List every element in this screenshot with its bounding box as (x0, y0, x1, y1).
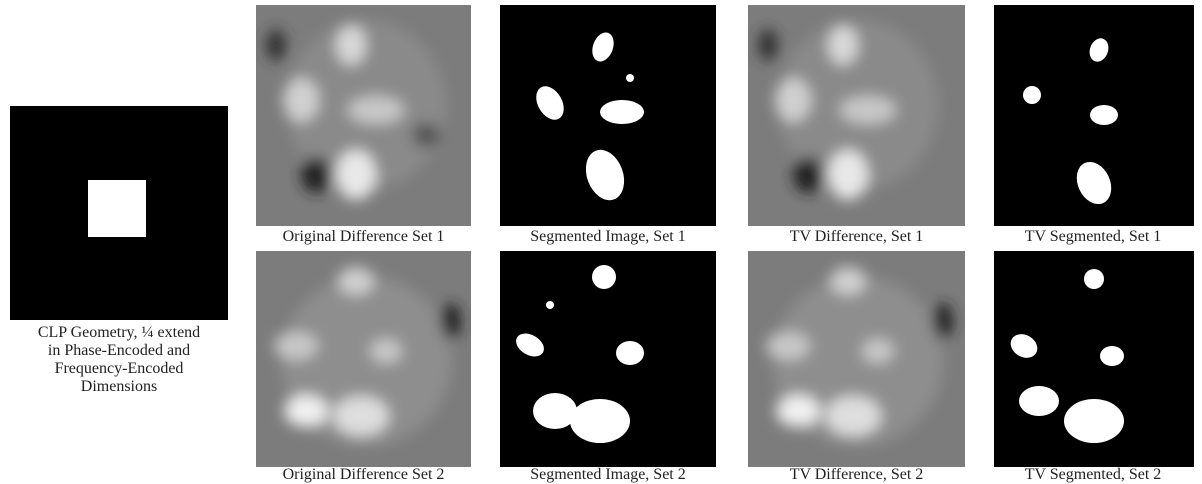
caption: Original Difference Set 2 (250, 466, 477, 484)
caption: Original Difference Set 1 (250, 228, 477, 246)
caption-line: Frequency-Encoded (0, 360, 238, 378)
caption: TV Segmented, Set 1 (984, 228, 1202, 246)
caption: Segmented Image, Set 1 (494, 228, 722, 246)
page: {"geometry": {"caption_lines": ["CLP Geo… (0, 0, 1202, 484)
caption: TV Difference, Set 2 (742, 466, 971, 484)
difference-image (256, 251, 471, 467)
tv-difference-image (748, 5, 965, 226)
caption-line: CLP Geometry, ¼ extend (0, 324, 238, 342)
segmented-image (500, 5, 716, 226)
geometry-caption: CLP Geometry, ¼ extend in Phase-Encoded … (0, 324, 238, 396)
caption: TV Difference, Set 1 (742, 228, 971, 246)
tv-segmented-image (994, 251, 1194, 467)
tv-difference-image (748, 251, 965, 467)
caption-line: Dimensions (0, 378, 238, 396)
geometry-image (10, 106, 228, 320)
difference-image (256, 5, 471, 226)
caption-line: in Phase-Encoded and (0, 342, 238, 360)
segmented-image (500, 251, 716, 467)
tv-segmented-image (994, 5, 1194, 226)
caption: Segmented Image, Set 2 (494, 466, 722, 484)
caption: TV Segmented, Set 2 (984, 466, 1202, 484)
